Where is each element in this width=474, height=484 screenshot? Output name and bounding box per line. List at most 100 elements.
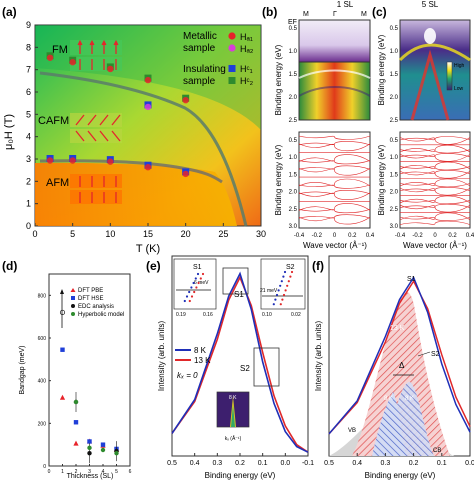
bc-ytick-label: 1.5 — [289, 72, 298, 78]
panel-b-xlabel: Wave vector (Å⁻¹) — [303, 241, 367, 250]
bc-ytick-label: 1.5 — [390, 72, 399, 78]
d-ytick-label: 0 — [43, 464, 46, 470]
s2-zoom-box — [253, 347, 280, 387]
panel-a-letter: (a) — [2, 5, 17, 19]
inset-dot — [277, 289, 280, 292]
panel-b-bottom-ylabel: Binding energy (eV) — [274, 144, 283, 215]
bc-ytick-label: 2.0 — [390, 95, 399, 101]
legend-marker-metallic-2 — [228, 44, 236, 52]
e-xtick-label: 0.3 — [212, 460, 222, 467]
f-xtick-label: 0.4 — [352, 460, 362, 467]
panel-a-xlabel: T (K) — [136, 243, 160, 255]
bc-ytick-label: 1.0 — [289, 49, 298, 55]
e-xtick-label: 0.2 — [235, 460, 245, 467]
bc-ytick-label: 2.5 — [390, 207, 399, 213]
colorbar-high: High — [454, 63, 465, 69]
legend-hyperbolic-marker — [71, 312, 75, 316]
inset-dot — [279, 284, 282, 287]
legend-dft-hse: DFT HSE — [78, 296, 104, 302]
bc-xtick-label: 0 — [333, 233, 337, 239]
d-xtick-label: 4 — [102, 469, 105, 475]
bc-ytick-label: 0.5 — [289, 26, 298, 32]
d-xtick-label: 0 — [48, 469, 51, 475]
d-ytick-label: 400 — [38, 379, 47, 385]
inset-s2-label: S2 — [286, 264, 295, 271]
band-line — [298, 154, 371, 162]
intensity-colorbar — [446, 61, 453, 91]
inset-dot — [185, 295, 189, 298]
inset-dot — [272, 303, 275, 306]
panel-e-k-label: kₓ = 0 — [177, 371, 198, 380]
d-point-hse — [73, 420, 79, 425]
band-line — [298, 160, 371, 165]
panel-d-legend: DFT PBE DFT HSE EDC analysis Hyperbolic … — [70, 288, 124, 318]
a-ytick-label: 8 — [26, 42, 31, 52]
panel-d: (d) DFT PBE DFT HSE EDC analysis Hyperbo… — [2, 259, 132, 480]
bc-ytick-label: 0.5 — [289, 138, 298, 144]
e-xtick-label: 0.0 — [280, 460, 290, 467]
inset-dot — [282, 275, 285, 278]
band-line — [298, 189, 371, 195]
a-point-circle — [107, 65, 114, 73]
inset-arpes-xlabel: kₓ (Å⁻¹) — [225, 435, 242, 442]
band-line — [298, 216, 371, 225]
inset-dot — [279, 303, 282, 306]
svg-text:0.02: 0.02 — [291, 312, 301, 318]
band-line — [298, 141, 371, 146]
band-line — [298, 143, 371, 152]
panel-b-gamma: Γ — [333, 11, 337, 18]
legend-key-1: Hₐ₁ — [240, 32, 253, 42]
panel-e-xlabel: Binding energy (eV) — [205, 471, 276, 480]
a-xtick-label: 0 — [32, 229, 37, 239]
panel-d-xlabel: Thickness (SL) — [67, 473, 114, 480]
panel-b: (b) 1 SL M Γ M Binding energy (eV) Bindi… — [262, 0, 375, 250]
band-line — [298, 165, 371, 170]
inset-dot — [188, 299, 191, 303]
panel-b-title: 1 SL — [337, 0, 354, 9]
bc-ytick-label: 1.0 — [390, 155, 399, 161]
bc-xtick-label: 0 — [433, 233, 437, 239]
d-point-hse — [60, 347, 65, 352]
panel-e: (e) S1 S2 S1 6 meV 0.19 0.16 S2 21 meV 0… — [146, 255, 314, 480]
inset-arpes-label: 8 K — [229, 395, 237, 401]
a-xtick-label: 5 — [70, 229, 75, 239]
inset-dot — [289, 275, 292, 278]
bc-ytick-label: 1.0 — [289, 155, 298, 161]
bc-xtick-label: 0.4 — [466, 233, 474, 239]
band-line — [399, 220, 471, 225]
cafm-spin-arrows — [70, 113, 122, 143]
panel-f-8k-line — [328, 275, 471, 435]
svg-text:0.19: 0.19 — [176, 312, 186, 318]
legend-marker-metallic-1 — [228, 32, 236, 40]
inset-s1 — [173, 258, 217, 310]
a-ytick-label: 4 — [26, 132, 31, 142]
panel-f-s1: S1 — [407, 276, 416, 283]
area-13k — [352, 292, 450, 456]
inset-dot — [282, 293, 286, 297]
inset-dot — [281, 298, 284, 301]
bc-xtick-label: -0.2 — [412, 233, 423, 239]
d-point-hyperbolic — [59, 309, 66, 315]
colorbar-low: Low — [454, 86, 464, 92]
inset-dot — [196, 272, 200, 276]
legend-marker-insulating-1 — [228, 65, 236, 72]
a-ytick-label: 6 — [26, 87, 31, 97]
panel-f-vb: VB — [348, 428, 356, 434]
panel-f-8k-left: 8 K — [384, 396, 393, 402]
panel-c-letter: (c) — [372, 5, 387, 19]
phase-label-cafm: CAFM — [38, 115, 69, 127]
d-xtick-label: 2 — [75, 469, 78, 475]
bc-ytick-label: 1.5 — [390, 172, 399, 178]
a-xtick-label: 20 — [181, 229, 191, 239]
inset-dot — [190, 295, 194, 298]
a-ytick-label: 0 — [26, 221, 31, 231]
phase-label-fm: FM — [52, 44, 68, 56]
band-line — [298, 192, 371, 200]
e-xtick-label: 0.5 — [167, 460, 177, 467]
panel-e-ylabel: Intensity (arb. units) — [157, 321, 166, 392]
d-point-pbe — [59, 394, 66, 400]
band-line — [298, 135, 371, 140]
bc-xtick-label: -0.4 — [395, 233, 406, 239]
d-xtick-label: 5 — [115, 469, 118, 475]
panel-c-bottom-ylabel: Binding energy (eV) — [377, 144, 386, 215]
